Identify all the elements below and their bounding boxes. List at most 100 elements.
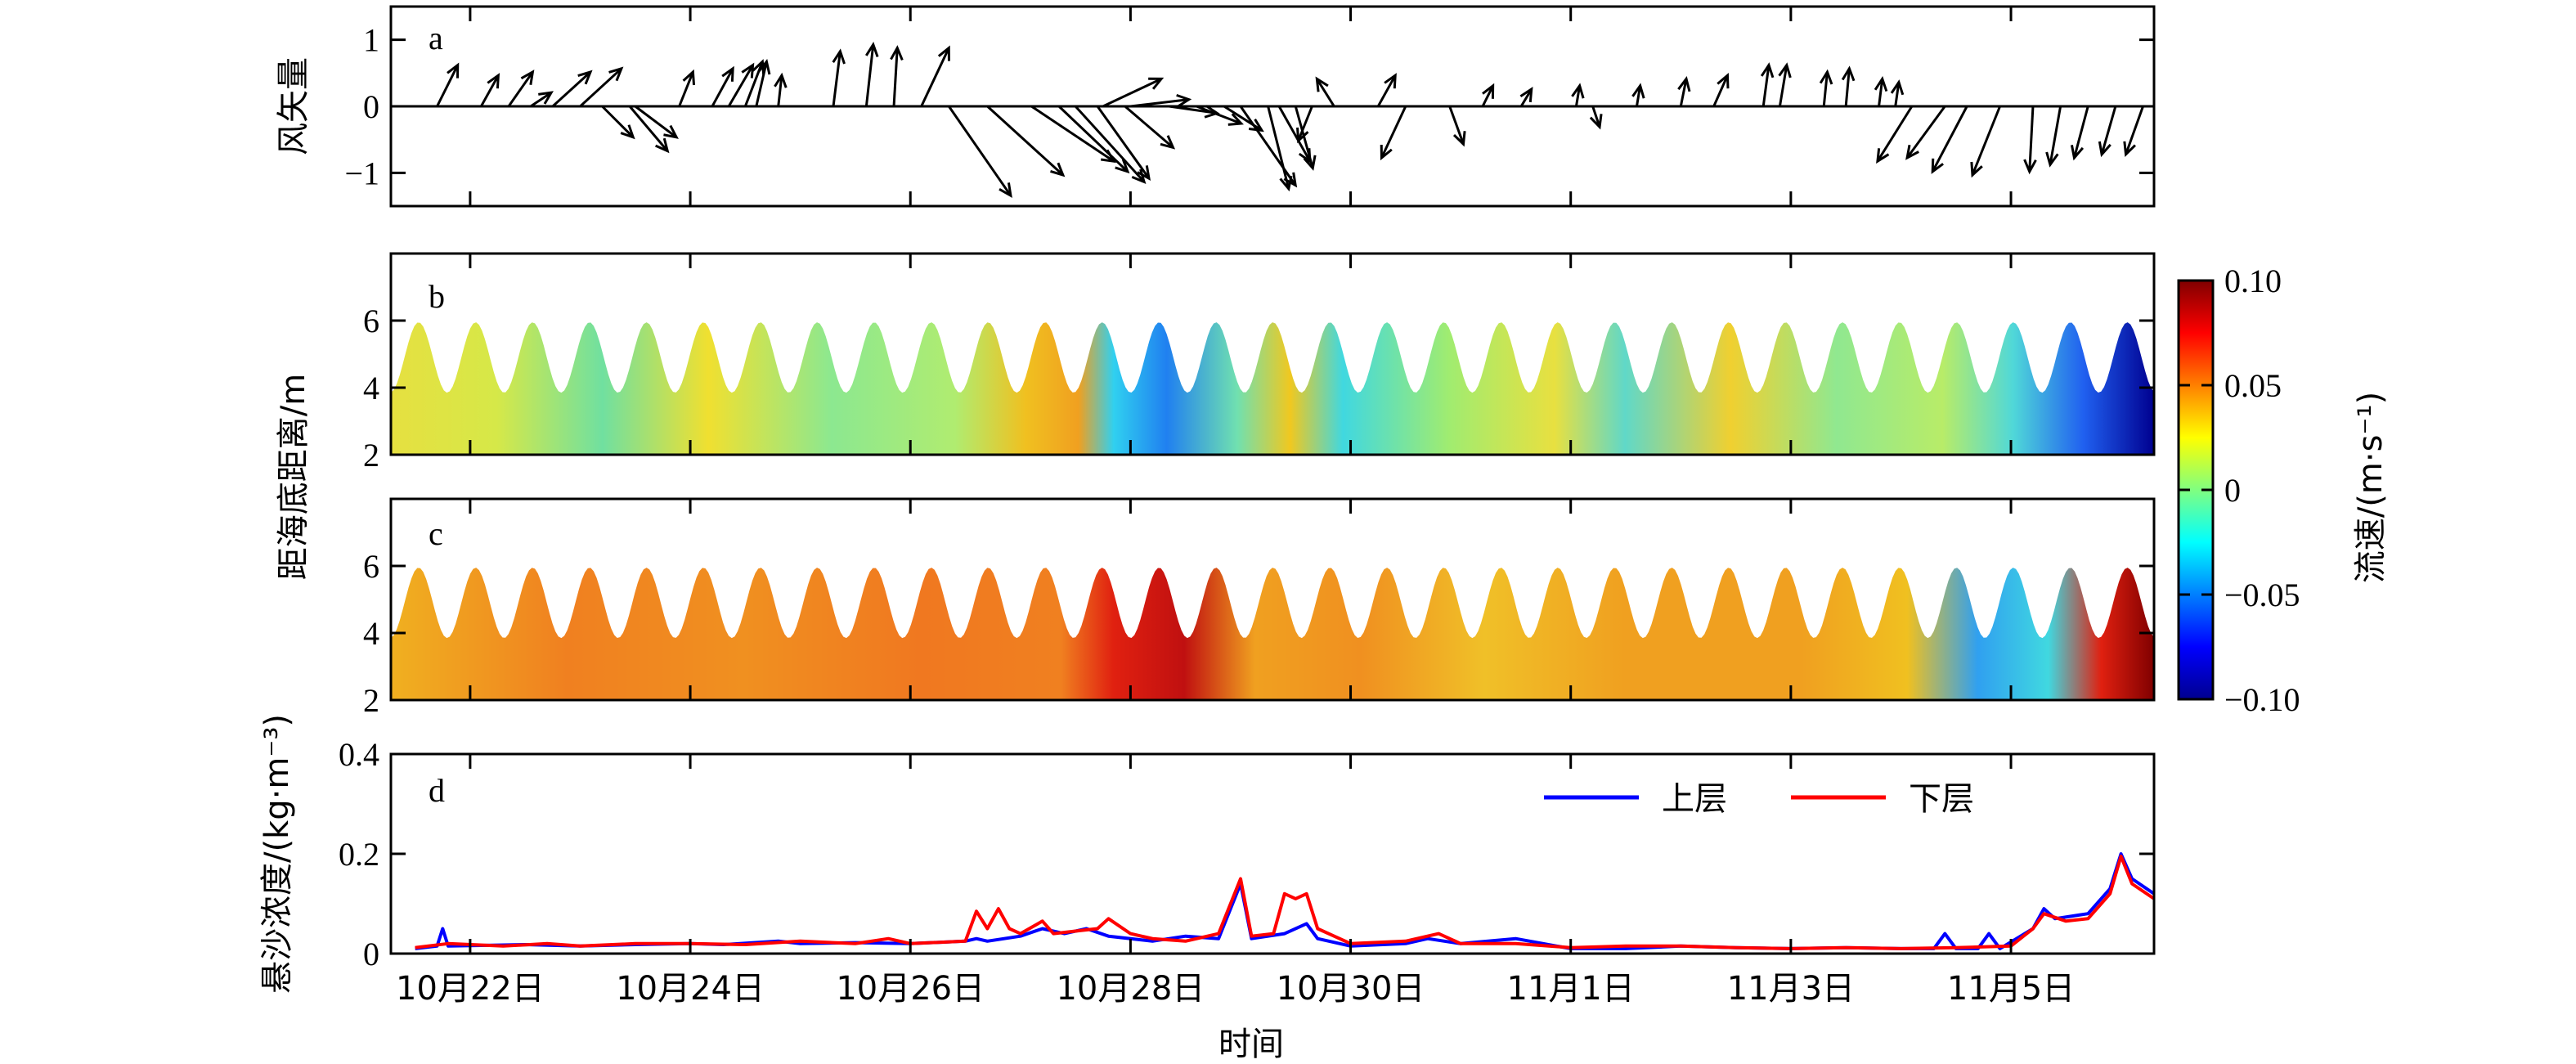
- x-tick-label: 10月30日: [1277, 970, 1425, 1008]
- wind-vector-shaft: [1519, 88, 1533, 107]
- wind-vector-shaft: [1267, 106, 1290, 190]
- wind-vector-shaft: [1102, 78, 1162, 108]
- wind-vector-shaft: [755, 61, 768, 107]
- wind-vector-shaft: [1876, 106, 1914, 162]
- panel-c: 6 4 2 c: [363, 497, 2156, 719]
- colorbar-ticks: 0.10 0.05 0 −0.05 −0.10: [2179, 263, 2300, 718]
- y-axis-b: 6 4 2: [363, 303, 2154, 474]
- wind-vector: [1481, 83, 1495, 107]
- wind-vector-shaft: [1294, 106, 1314, 169]
- wind-vector-shaft: [2125, 106, 2144, 155]
- wind-vector-shaft: [2028, 106, 2035, 172]
- wind-vector-shaft: [1679, 79, 1688, 107]
- wind-vector-shaft: [777, 75, 783, 107]
- wind-vector-head: [487, 73, 500, 89]
- wind-vector: [1239, 106, 1298, 188]
- current-field-surface: [391, 322, 2154, 455]
- wind-vector-head: [2023, 159, 2037, 175]
- wind-vector-head: [757, 59, 771, 75]
- wind-vector-head: [1778, 62, 1792, 79]
- panel-letter-c: c: [429, 515, 443, 552]
- wind-vector: [1890, 79, 1905, 107]
- wind-vector-shaft: [1931, 106, 1968, 173]
- y-tick-label: 0: [363, 88, 379, 125]
- wind-vector-shaft: [1761, 65, 1770, 107]
- wind-vector-shaft: [1196, 105, 1242, 125]
- wind-vector: [579, 66, 624, 108]
- wind-vector-shaft: [1778, 65, 1788, 107]
- wind-vector: [1196, 105, 1244, 126]
- wind-vector-head: [1482, 83, 1495, 99]
- wind-vector-shaft: [579, 67, 622, 108]
- wind-vector-head: [999, 182, 1012, 199]
- wind-vector-shaft: [1448, 106, 1465, 145]
- wind-vector-head: [1050, 162, 1066, 177]
- wind-vector: [1057, 105, 1130, 174]
- wind-vector-head: [752, 59, 765, 75]
- legend-label-lower: 下层: [1909, 780, 1974, 818]
- panel-a: 1 0 −1 a 风矢量: [275, 5, 2156, 208]
- wind-vector: [2045, 106, 2062, 168]
- colorbar-tick-label: 0.05: [2224, 367, 2282, 404]
- panel-d: 0.4 0.2 0 d 悬沙浓度/(kg·m⁻³) 上层 下层: [258, 714, 2156, 994]
- x-tick-label: 10月24日: [616, 970, 765, 1008]
- wind-vector: [920, 45, 950, 107]
- wind-vector: [1876, 106, 1914, 164]
- wind-vector-head: [447, 62, 460, 79]
- wind-vector: [711, 65, 734, 107]
- wind-vector-head: [1571, 83, 1585, 99]
- x-ticks-b: [469, 254, 2013, 455]
- x-tick-label: 11月5日: [1947, 970, 2075, 1008]
- wind-vector-head: [655, 137, 670, 154]
- y-label-bc: 距海底距离/m: [275, 374, 312, 580]
- wind-vector-head: [1589, 114, 1603, 130]
- wind-vector: [1519, 87, 1533, 107]
- y-tick-label: 1: [363, 22, 379, 59]
- series-line: [415, 852, 2154, 950]
- wind-vector-head: [1841, 65, 1856, 82]
- wind-vector-head: [832, 48, 846, 65]
- wind-vector: [628, 106, 670, 154]
- panel-letter-b: b: [429, 278, 445, 315]
- wind-vector-head: [1137, 165, 1151, 182]
- wind-vector-head: [1970, 161, 1983, 178]
- wind-vector-head: [721, 65, 734, 82]
- wind-vector-head: [577, 70, 593, 85]
- wind-vector: [551, 70, 593, 108]
- wind-vector: [530, 91, 554, 108]
- y-axis-d: 0.4 0.2 0: [339, 736, 2154, 972]
- wind-vector-head: [937, 45, 950, 61]
- y-tick-label: −1: [344, 155, 379, 191]
- wind-vector: [832, 48, 846, 107]
- wind-vector-shaft: [601, 105, 635, 138]
- wind-vector-shaft: [436, 64, 460, 107]
- wind-vector-shaft: [1712, 74, 1729, 107]
- wind-vector-head: [1874, 75, 1888, 92]
- wind-vectors: [436, 41, 2144, 199]
- wind-vector-head: [1303, 155, 1317, 171]
- wind-vector-head: [1315, 76, 1329, 92]
- wind-vector: [1970, 106, 2001, 178]
- wind-vector-shaft: [1124, 105, 1174, 149]
- wind-vector-head: [538, 91, 554, 105]
- wind-vector-shaft: [1574, 85, 1582, 107]
- wind-vector: [864, 41, 879, 107]
- wind-vector-head: [1890, 79, 1905, 96]
- wind-vector-shaft: [1878, 79, 1884, 107]
- wind-vector: [1315, 76, 1335, 107]
- colorbar: 0.10 0.05 0 −0.05 −0.10 流速/(m·s⁻¹): [2177, 263, 2390, 718]
- wind-vector: [1760, 62, 1775, 107]
- wind-vector-head: [1248, 119, 1264, 132]
- wind-vector-head: [1760, 62, 1775, 79]
- wind-vector: [986, 105, 1066, 177]
- wind-vector: [1712, 73, 1730, 107]
- wind-vector: [1267, 106, 1293, 192]
- wind-vector-shaft: [1376, 74, 1397, 107]
- wind-vector-shaft: [530, 91, 552, 108]
- wind-vector: [1631, 83, 1645, 107]
- wind-vector-head: [620, 124, 635, 140]
- wind-vector-head: [1905, 144, 1919, 160]
- x-tick-label: 11月3日: [1727, 970, 1855, 1008]
- y-label-a: 风矢量: [275, 57, 312, 155]
